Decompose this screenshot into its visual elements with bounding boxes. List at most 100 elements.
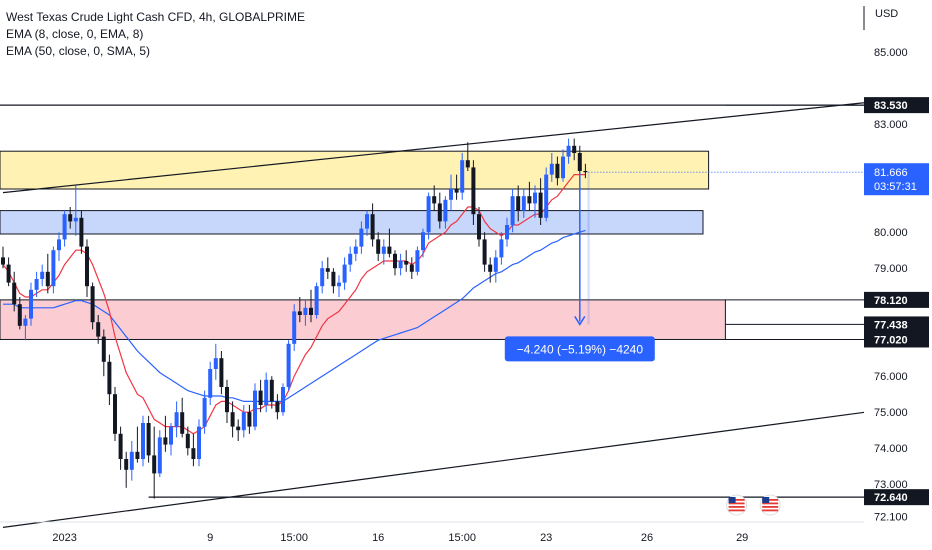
candle bbox=[477, 207, 481, 247]
price-tick-label: 76.000 bbox=[874, 371, 908, 383]
candle-body bbox=[292, 311, 297, 344]
lower-channel-line bbox=[2, 411, 866, 528]
candle-body bbox=[264, 379, 269, 405]
time-tick-label: 29 bbox=[736, 532, 748, 544]
candle-body bbox=[432, 196, 437, 204]
ema-slow-legend: EMA (50, close, 0, SMA, 5) bbox=[6, 44, 151, 58]
candle-body bbox=[516, 196, 521, 211]
flag-stripe bbox=[762, 499, 779, 501]
candle bbox=[146, 415, 151, 463]
candle-body bbox=[449, 189, 453, 200]
upper-channel-line bbox=[2, 102, 866, 194]
candle-body bbox=[566, 145, 571, 157]
time-tick-label: 15:00 bbox=[280, 532, 308, 544]
candle bbox=[185, 426, 190, 456]
time-tick-label: 2023 bbox=[52, 532, 76, 544]
currency-label[interactable]: USD bbox=[875, 8, 899, 20]
candle-body bbox=[113, 394, 117, 434]
candle bbox=[331, 268, 336, 294]
candle-body bbox=[387, 246, 392, 254]
candle-body bbox=[23, 318, 28, 326]
candle-body bbox=[129, 451, 134, 470]
candle bbox=[510, 189, 515, 233]
support-zone bbox=[0, 299, 726, 340]
price-tag-box bbox=[864, 291, 929, 308]
flag-stripe bbox=[762, 506, 779, 508]
candle bbox=[342, 257, 347, 290]
candle bbox=[544, 167, 549, 222]
candle-body bbox=[393, 253, 397, 269]
candle bbox=[281, 383, 285, 416]
candle bbox=[527, 181, 532, 211]
candle-body bbox=[426, 196, 431, 233]
candle-body bbox=[465, 160, 470, 168]
flag-stripe bbox=[762, 502, 779, 505]
candle-body bbox=[281, 387, 285, 413]
chart-legend: West Texas Crude Light Cash CFD, 4h, GLO… bbox=[6, 9, 305, 60]
candle bbox=[29, 282, 33, 326]
current-price-tag-box bbox=[864, 163, 929, 196]
candle-body bbox=[96, 322, 101, 337]
candle-body bbox=[202, 397, 207, 427]
candle bbox=[482, 232, 487, 272]
candle bbox=[230, 401, 235, 438]
candle bbox=[493, 250, 498, 283]
candle-body bbox=[169, 426, 173, 445]
us-flag-event-icon[interactable] bbox=[726, 494, 748, 516]
candle-body bbox=[527, 196, 532, 204]
candle-body bbox=[477, 214, 481, 240]
candle bbox=[555, 156, 560, 186]
candle bbox=[68, 207, 73, 229]
candle-body bbox=[297, 311, 302, 315]
candle bbox=[398, 253, 403, 276]
candle bbox=[157, 430, 162, 477]
candle-body bbox=[213, 358, 218, 369]
candle bbox=[460, 153, 465, 200]
candle bbox=[163, 415, 168, 452]
candle bbox=[465, 142, 470, 171]
candle-body bbox=[107, 361, 112, 395]
candle-body bbox=[225, 387, 229, 413]
price-tick-label: 85.000 bbox=[874, 47, 908, 59]
candle-body bbox=[437, 203, 442, 222]
candle-body bbox=[572, 145, 577, 153]
flag-stripe bbox=[728, 499, 745, 501]
candle-body bbox=[561, 156, 565, 179]
candle-body bbox=[348, 253, 353, 265]
candle bbox=[471, 160, 476, 225]
time-tick-label: 23 bbox=[540, 532, 552, 544]
candle bbox=[393, 250, 397, 276]
candle-body bbox=[342, 264, 347, 283]
candle bbox=[521, 189, 526, 218]
candle bbox=[118, 426, 123, 470]
candle bbox=[34, 271, 39, 297]
candle bbox=[353, 239, 358, 261]
candle bbox=[124, 451, 129, 488]
candle bbox=[583, 163, 588, 179]
candle-body bbox=[309, 307, 313, 315]
candle-body bbox=[488, 264, 493, 272]
candle-body bbox=[163, 437, 168, 445]
candle bbox=[320, 261, 325, 294]
candle bbox=[348, 246, 353, 272]
candle bbox=[79, 210, 84, 254]
candle-body bbox=[303, 307, 308, 315]
us-flag-event-icon[interactable] bbox=[759, 494, 781, 516]
candle-body bbox=[353, 246, 358, 254]
candle-body bbox=[505, 225, 509, 240]
candle-body bbox=[365, 214, 369, 229]
candle bbox=[191, 433, 196, 467]
candle bbox=[135, 426, 140, 463]
candle bbox=[241, 405, 246, 438]
candle-body bbox=[85, 246, 89, 287]
candle-body bbox=[499, 239, 504, 258]
candle bbox=[152, 426, 157, 499]
candle bbox=[275, 394, 280, 420]
candle bbox=[337, 275, 341, 297]
candle-body bbox=[208, 369, 213, 398]
candle-body bbox=[510, 196, 515, 225]
candle-body bbox=[247, 412, 252, 427]
candle-body bbox=[79, 217, 84, 247]
